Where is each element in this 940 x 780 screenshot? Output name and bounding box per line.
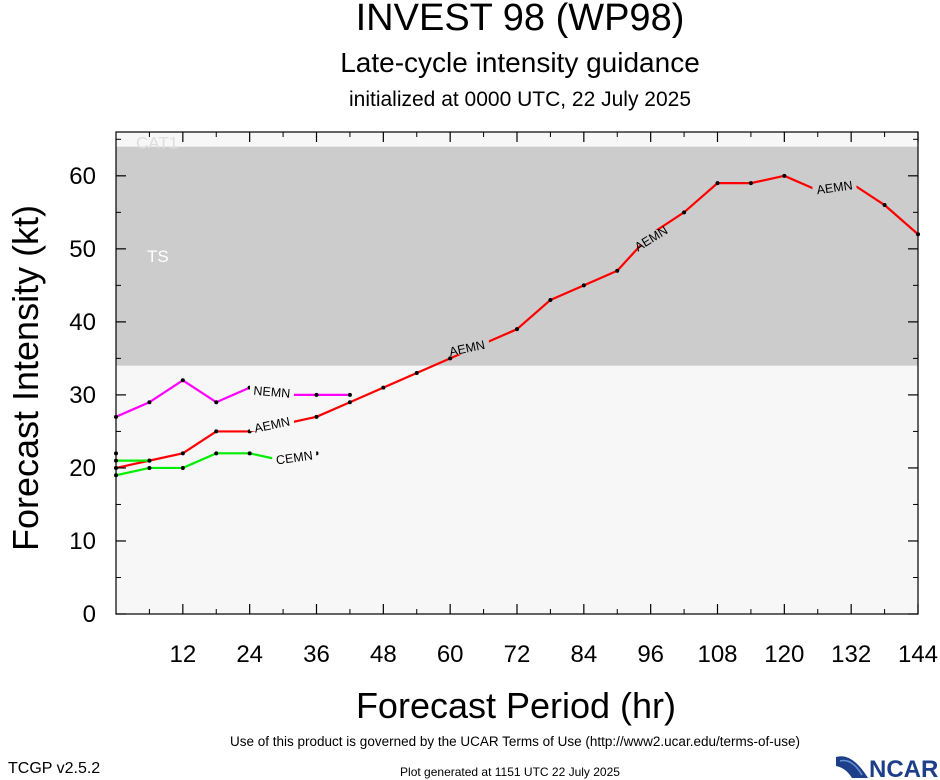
y-axis-label: Forecast Intensity (kt) — [5, 205, 46, 551]
y-tick-label: 40 — [69, 309, 96, 336]
chart-subtitle: Late-cycle intensity guidance — [340, 47, 700, 78]
x-tick-label: 108 — [697, 641, 737, 668]
chart-init-line: initialized at 0000 UTC, 22 July 2025 — [349, 88, 691, 111]
series-point-aemn — [314, 414, 319, 419]
series-point-cemn — [180, 465, 185, 470]
series-point-aemn — [548, 297, 553, 302]
y-tick-label: 20 — [69, 455, 96, 482]
series-point-aemn — [180, 451, 185, 456]
series-point-aemn — [448, 356, 453, 361]
x-tick-label: 24 — [236, 641, 263, 668]
series-label-bg-aemn — [444, 339, 489, 355]
series-point-extra-3 — [147, 458, 152, 463]
x-tick-label: 12 — [169, 641, 196, 668]
x-tick-label: 84 — [570, 641, 597, 668]
series-point-nemn — [314, 392, 319, 397]
series-point-nemn — [180, 378, 185, 383]
ncar-logo: NCAR — [836, 756, 938, 780]
series-point-nemn — [347, 392, 352, 397]
below-ts-band — [116, 365, 918, 614]
x-tick-label: 96 — [637, 641, 664, 668]
x-tick-label: 60 — [437, 641, 464, 668]
series-label-bg-cemn — [272, 448, 317, 464]
y-tick-label: 50 — [69, 236, 96, 263]
version-text: TCGP v2.5.2 — [8, 760, 100, 777]
axes: 12 24 36 48 60 72 84 96 108 120 132 144 0 10 20 30 40 50 6… — [69, 131, 938, 668]
series-label-nemn: NEMN — [253, 384, 291, 401]
series-label-aemn: AEMN — [816, 178, 854, 197]
series-label-bg-aemn — [812, 178, 857, 194]
series-point-aemn — [347, 400, 352, 405]
series-point-cemn — [214, 451, 219, 456]
y-tick-label: 30 — [69, 382, 96, 409]
band-label-ts: TS — [147, 247, 169, 266]
series-label-bg-nemn — [249, 383, 294, 399]
y-tick-label: 0 — [83, 601, 96, 628]
series-point-aemn — [515, 327, 519, 332]
band-ts — [116, 146, 918, 366]
band-label-cat1: CAT1 — [136, 134, 178, 153]
y-tick-label: 60 — [69, 163, 96, 190]
series-point-aemn — [715, 181, 720, 186]
x-tick-label: 144 — [898, 641, 938, 668]
series-point-nemn — [214, 400, 219, 405]
x-tick-label: 36 — [303, 641, 330, 668]
series-point-aemn — [381, 385, 386, 390]
series-point-aemn — [581, 283, 586, 288]
x-tick-label: 72 — [504, 641, 531, 668]
series-point-aemn — [682, 210, 687, 215]
ncar-logo-text: NCAR — [869, 756, 938, 780]
x-tick-label: 132 — [831, 641, 871, 668]
x-tick-label: 120 — [764, 641, 804, 668]
series-point-aemn — [782, 173, 787, 178]
x-tick-label: 48 — [370, 641, 397, 668]
plot-generated-text: Plot generated at 1151 UTC 22 July 2025 — [400, 765, 620, 779]
series-point-aemn — [214, 429, 219, 434]
series-label-bg-aemn — [628, 229, 673, 245]
series-label-cemn: CEMN — [275, 448, 313, 467]
series-line-nemn — [115, 379, 350, 418]
band-labels: TS CAT1 — [136, 134, 178, 267]
series-point-cemn — [147, 465, 152, 470]
ncar-logo-mark-icon — [836, 756, 868, 778]
x-axis-label: Forecast Period (hr) — [356, 685, 676, 726]
y-tick-label: 10 — [69, 528, 96, 555]
intensity-bands — [116, 132, 918, 614]
series-point-aemn — [882, 203, 887, 208]
terms-of-use-text: Use of this product is governed by the U… — [230, 734, 800, 749]
chart-title: INVEST 98 (WP98) — [356, 0, 685, 39]
series-label-bg-aemn — [249, 416, 294, 432]
series-point-aemn — [748, 181, 753, 186]
series-point-nemn — [147, 400, 152, 405]
series-lines — [114, 173, 920, 478]
series-point-aemn — [414, 371, 419, 375]
series-point-cemn — [247, 451, 252, 456]
series-point-aemn — [615, 268, 620, 273]
